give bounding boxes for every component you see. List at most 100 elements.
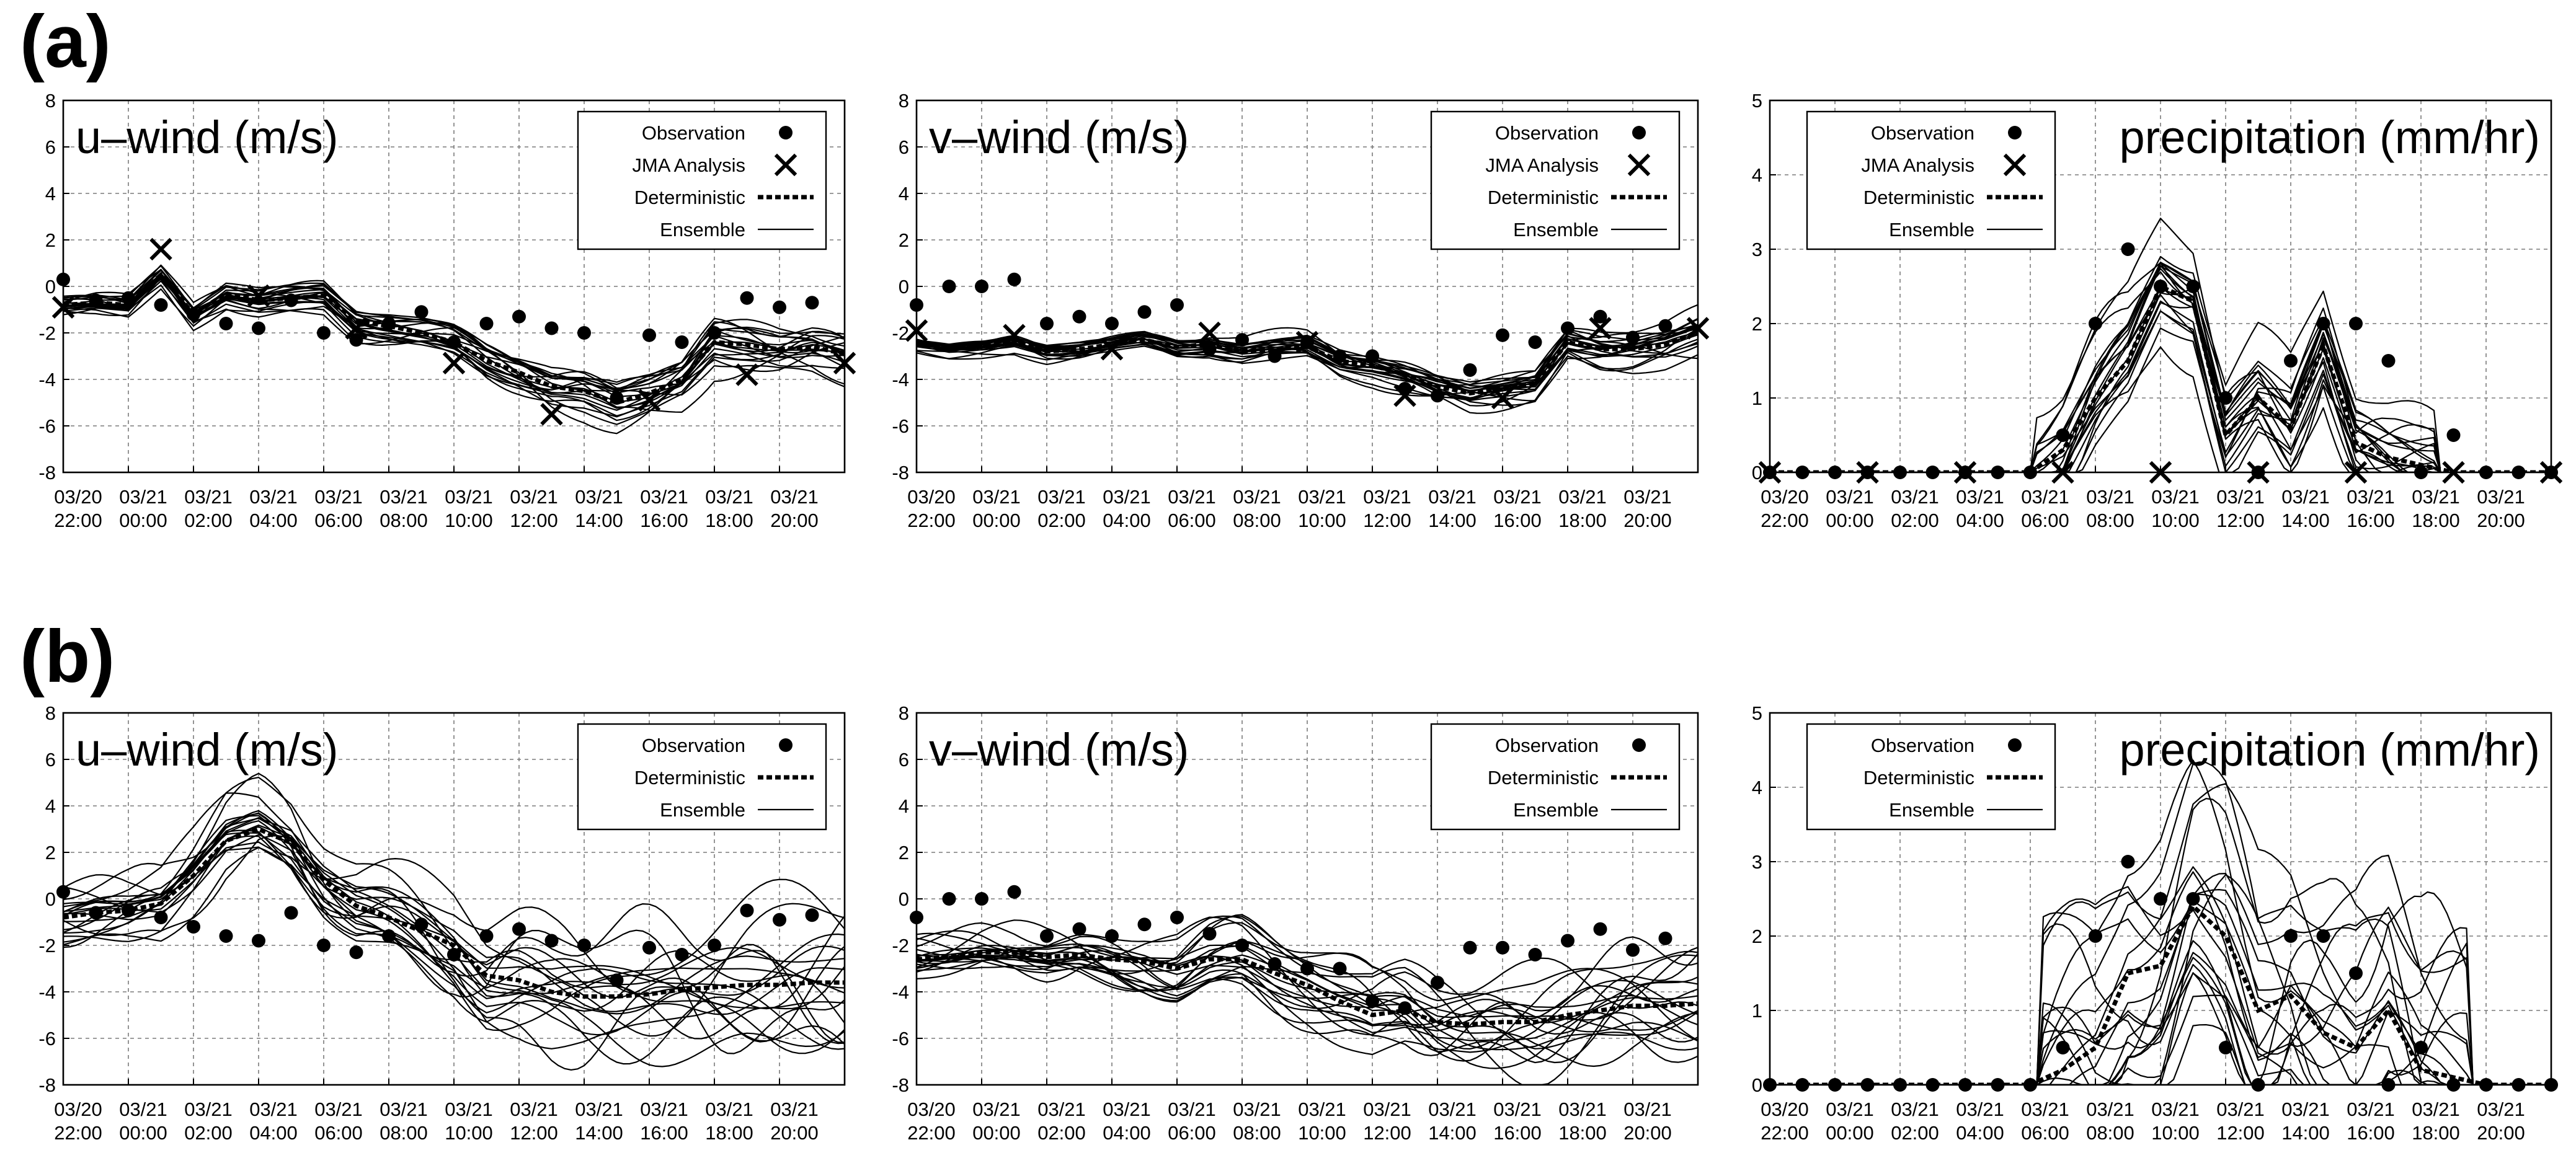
y-tick-label: 8 [45,702,56,724]
x-tick-date: 03/21 [510,1098,558,1120]
legend-item-deterministic: Deterministic [1488,767,1667,789]
x-tick-date: 03/21 [1037,486,1086,508]
x-tick-date: 03/21 [2412,1098,2460,1120]
y-tick-label: -2 [892,322,909,344]
ensemble-line [63,818,845,1049]
ensemble-line [1770,912,2551,1085]
legend-item-deterministic: Deterministic [1863,187,2043,208]
x-tick-time: 22:00 [1761,1122,1809,1144]
x-tick-date: 03/21 [2216,486,2265,508]
ensemble-line [1770,262,2551,472]
observation-point [382,929,396,943]
observation-point [1528,335,1542,349]
observation-point [708,939,721,952]
legend-item-ensemble: Ensemble [660,219,814,241]
chart-title: u–wind (m/s) [76,724,339,776]
x-tick-time: 22:00 [907,1122,956,1144]
ensemble-line [917,949,1698,1069]
observation-point [2154,280,2167,293]
observation-point [154,298,168,312]
legend-marker-dot [1632,738,1646,752]
observation-points [56,885,819,988]
ensemble-line [1770,255,2551,472]
ensemble-line [1770,798,2551,1085]
observation-point [349,945,363,960]
observation-point [89,906,103,920]
observation-point [675,335,689,349]
x-tick-time: 10:00 [445,510,493,531]
x-tick-time: 22:00 [54,1122,102,1144]
x-tick-date: 03/21 [1298,1098,1346,1120]
x-tick-time: 04:00 [1103,1122,1151,1144]
legend-item-ensemble: Ensemble [1889,799,2043,821]
x-tick-date: 03/20 [907,486,956,508]
x-tick-date: 03/21 [2347,486,2395,508]
observation-point [1202,927,1217,941]
x-tick-time: 00:00 [972,510,1021,531]
y-tick-label: 0 [45,276,56,298]
panel-grid: -8-6-4-20246803/2022:0003/2100:0003/2102… [38,90,2563,1144]
x-tick-date: 03/21 [2021,486,2069,508]
observation-point [512,922,526,936]
x-tick-date: 03/21 [1363,486,1411,508]
y-tick-label: 0 [1752,1074,1762,1096]
observation-point [1366,349,1379,363]
x-tick-date: 03/21 [770,486,819,508]
chart-a-p: 01234503/2022:0003/2100:0003/2102:0003/2… [1752,90,2563,531]
observation-point [2219,1041,2232,1054]
x-tick-time: 02:00 [1891,510,1939,531]
y-tick-label: -6 [38,415,56,437]
legend-label: JMA Analysis [1485,154,1599,176]
legend-item-observation: Observation [1495,735,1646,756]
legend-label: Observation [642,122,745,144]
observation-point [2219,391,2232,405]
legend-marker-cross [774,153,797,177]
x-tick-date: 03/21 [575,1098,623,1120]
plot-frame [62,712,846,1086]
x-tick-time: 16:00 [640,1122,688,1144]
observation-point [2186,280,2200,293]
x-tick-time: 16:00 [2347,510,2395,531]
ensemble-line [917,945,1698,1051]
observation-point [740,291,754,305]
observation-point [610,391,624,405]
y-tick-label: -2 [892,935,909,957]
observation-point [1561,321,1574,335]
legend-label: Observation [642,735,745,756]
ensemble-line [1770,1002,2551,1085]
x-tick-time: 12:00 [2216,1122,2265,1144]
observation-point [1202,342,1217,356]
x-tick-time: 04:00 [249,1122,298,1144]
observation-point [219,929,233,943]
observation-point [1593,309,1607,324]
legend-item-ensemble: Ensemble [1889,219,2043,241]
x-tick-date: 03/21 [1103,486,1151,508]
x-tick-date: 03/21 [2086,1098,2134,1120]
legend-item-deterministic: Deterministic [634,187,814,208]
observation-point [1463,363,1477,377]
ensemble-line [1770,271,2551,472]
ensemble-members [917,304,1698,414]
y-tick-label: 5 [1752,702,1762,724]
legend-label: Deterministic [634,187,745,208]
y-tick-label: 2 [899,229,909,251]
x-tick-time: 12:00 [1363,1122,1411,1144]
ensemble-line [917,930,1698,1064]
x-tick-date: 03/21 [1428,486,1477,508]
observation-point [642,328,656,342]
deterministic-line [1770,283,2551,472]
x-tick-time: 18:00 [705,1122,753,1144]
y-tick-label: 3 [1752,851,1762,873]
x-tick-date: 03/21 [1558,486,1607,508]
legend: Observation JMA Analysis Deterministic Ense… [1430,110,1681,250]
x-tick-date: 03/20 [54,486,102,508]
y-tick-label: 2 [899,842,909,864]
y-tick-label: 1 [1752,387,1762,409]
observation-point [1300,961,1314,976]
observation-point [2056,1041,2070,1054]
ensemble-line [1770,310,2551,472]
plot-frame [915,712,1699,1086]
legend-label: Observation [1871,122,1974,144]
x-tick-time: 20:00 [1623,1122,1672,1144]
x-tick-date: 03/21 [1891,486,1939,508]
